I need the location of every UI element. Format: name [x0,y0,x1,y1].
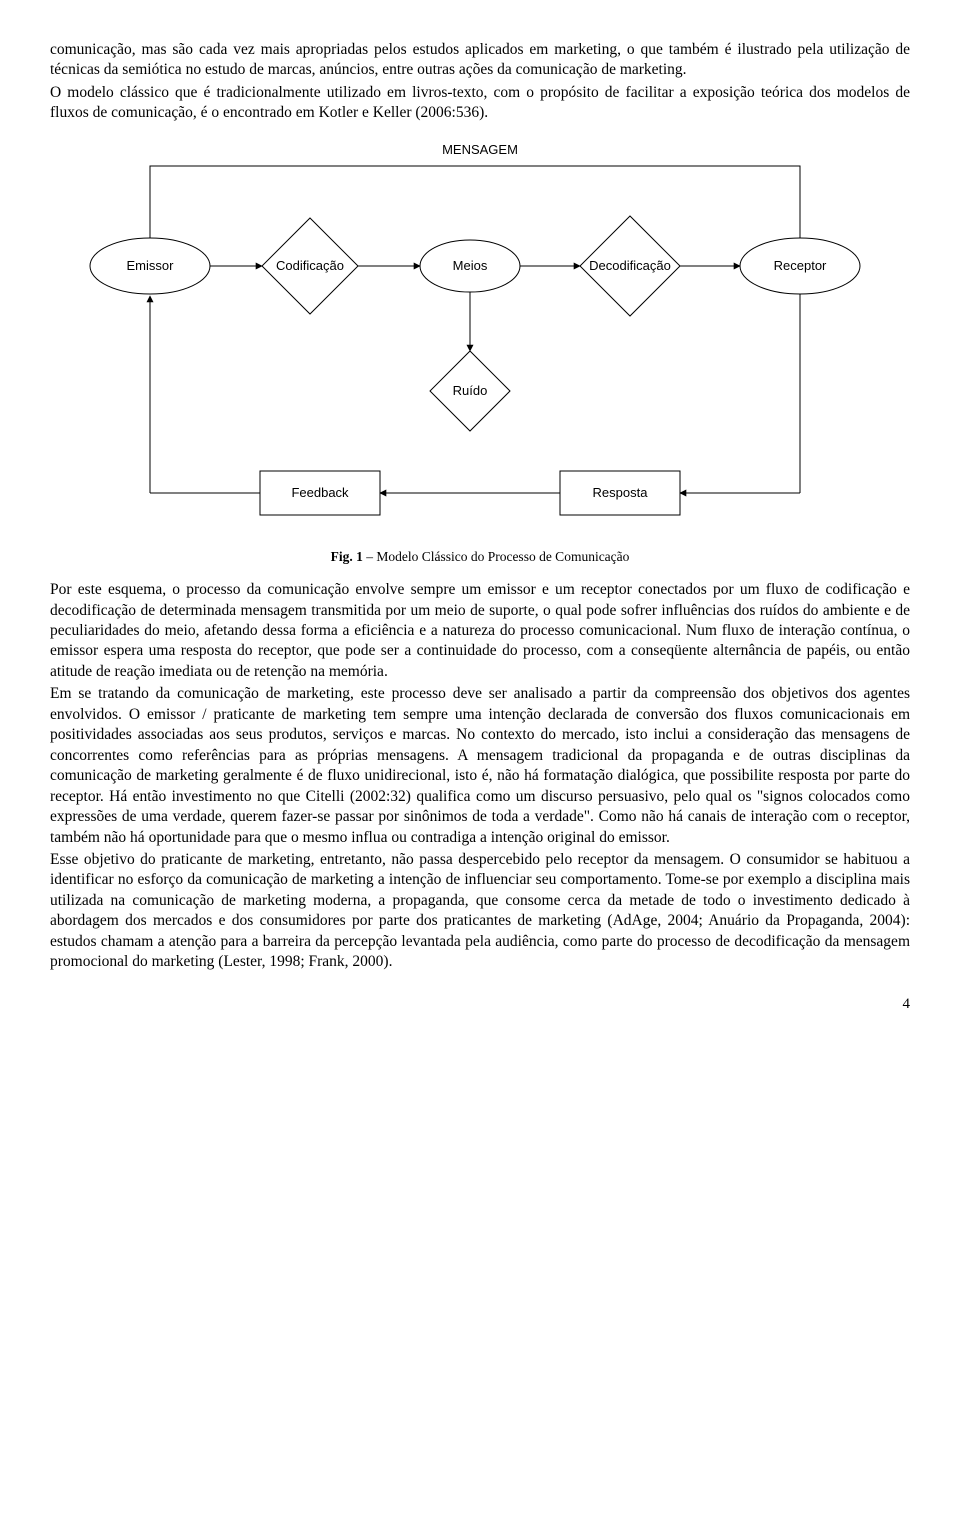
communication-model-diagram: MENSAGEM Emissor Codificação Meios Decodific… [70,136,890,536]
paragraph-2: O modelo clássico que é tradicionalmente… [50,83,910,124]
page-number: 4 [50,995,910,1015]
figure-1-caption: Fig. 1 – Modelo Clássico do Processo de … [50,548,910,566]
figure-1-diagram: MENSAGEM Emissor Codificação Meios Decodific… [70,136,890,542]
svg-text:Receptor: Receptor [774,258,827,273]
paragraph-5: Esse objetivo do praticante de marketing… [50,850,910,973]
caption-label: Fig. 1 [331,549,363,564]
paragraph-1: comunicação, mas são cada vez mais aprop… [50,40,910,81]
caption-text: – Modelo Clássico do Processo de Comunic… [363,549,630,564]
svg-text:Emissor: Emissor [127,258,175,273]
paragraph-3: Por este esquema, o processo da comunica… [50,580,910,682]
paragraph-4: Em se tratando da comunicação de marketi… [50,684,910,848]
svg-text:Feedback: Feedback [291,485,349,500]
svg-text:MENSAGEM: MENSAGEM [442,142,518,157]
svg-text:Decodificação: Decodificação [589,258,671,273]
svg-text:Codificação: Codificação [276,258,344,273]
svg-text:Ruído: Ruído [453,383,488,398]
svg-text:Meios: Meios [453,258,488,273]
svg-text:Resposta: Resposta [593,485,649,500]
